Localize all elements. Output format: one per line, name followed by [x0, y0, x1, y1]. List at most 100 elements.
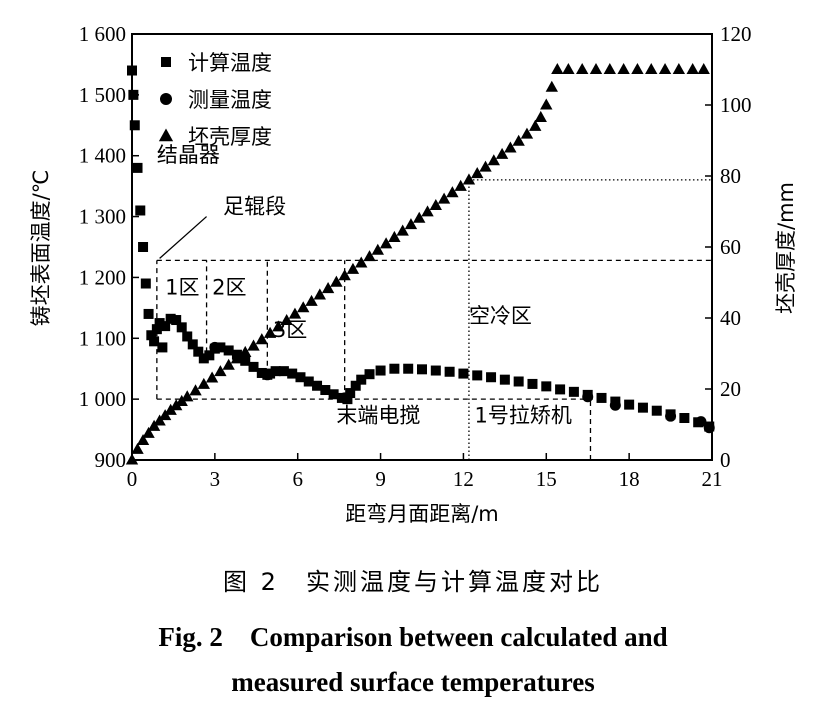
shell-thickness-point: [363, 250, 376, 262]
calculated-temperature-point: [444, 366, 455, 377]
calculated-temperature-point: [389, 363, 400, 374]
measured-temperature-point: [609, 399, 621, 411]
calculated-temperature-point: [375, 365, 386, 376]
shell-thickness-point: [495, 147, 509, 159]
calculated-temperature-point: [350, 380, 361, 391]
calculated-temperature-point: [472, 370, 483, 381]
annotation-label: 2区: [212, 275, 246, 299]
y-right-tick-label: 60: [720, 235, 741, 259]
shell-thickness-point: [545, 80, 558, 92]
x-tick-label: 12: [453, 467, 474, 491]
legend-label: 计算温度: [188, 51, 272, 75]
calculated-temperature-point: [328, 389, 339, 400]
measured-temperature-point: [703, 422, 715, 434]
calculated-temperature-point: [417, 364, 427, 375]
y-axis-label-left: 铸坯表面温度/℃: [29, 170, 53, 327]
shell-thickness-point: [487, 154, 500, 166]
calculated-temperature-point: [356, 374, 367, 385]
annotation-label: 足辊段: [223, 195, 286, 219]
shell-thickness-point: [371, 243, 384, 255]
calculated-temperature-point: [127, 65, 137, 76]
calculated-temperature-point: [187, 339, 198, 350]
shell-thickness-point: [479, 160, 492, 172]
calculated-temperature-point: [403, 363, 414, 374]
y-left-tick-label: 1 500: [79, 83, 126, 107]
x-tick-label: 9: [375, 467, 386, 491]
calculated-temperature-point: [624, 399, 635, 410]
series-shell-thickness: [125, 63, 710, 465]
shell-thickness-point: [603, 63, 616, 75]
shell-thickness-point: [551, 63, 564, 75]
calculated-temperature-point: [568, 386, 579, 397]
annotation-label: 空冷区: [469, 304, 532, 328]
legend-label: 测量温度: [188, 88, 272, 112]
calculated-temperature-point: [193, 346, 204, 357]
figure-caption-english-line2: measured surface temperatures: [231, 667, 595, 697]
shell-thickness-point: [617, 63, 630, 75]
shell-thickness-point: [255, 333, 268, 345]
x-tick-label: 15: [536, 467, 557, 491]
calculated-temperature-point: [555, 384, 566, 395]
calculated-temperature-point: [345, 388, 356, 399]
shell-thickness-point: [305, 294, 318, 306]
shell-thickness-point: [589, 63, 603, 75]
calculated-temperature-point: [171, 315, 182, 326]
calculated-temperature-point: [154, 318, 165, 329]
calculated-temperature-point: [182, 331, 193, 342]
shell-thickness-point: [131, 442, 144, 454]
calculated-temperature-point: [138, 242, 149, 252]
shell-thickness-point: [239, 345, 252, 357]
y-right-tick-label: 0: [720, 448, 731, 472]
shell-thickness-point: [504, 141, 517, 153]
figure-caption-english-line1: Fig. 2 Comparison between calculated and: [158, 622, 668, 652]
shell-thickness-point: [313, 288, 326, 300]
y-left-tick-label: 1 600: [79, 22, 126, 46]
shell-thickness-point: [697, 63, 710, 75]
annotation-label: 1号拉矫机: [474, 403, 571, 427]
shell-thickness-point: [576, 63, 589, 75]
calculated-temperature-point: [240, 355, 251, 366]
measured-temperature-point: [695, 416, 707, 428]
calculated-temperature-point: [157, 342, 168, 353]
calculated-temperature-point: [364, 369, 375, 380]
shell-thickness-point: [631, 63, 644, 75]
shell-thickness-point: [413, 211, 426, 223]
calculated-temperature-point: [270, 366, 281, 377]
legend-triangle-marker: [158, 128, 174, 142]
calculated-temperature-point: [596, 392, 607, 403]
shell-thickness-point: [222, 358, 235, 370]
shell-thickness-point: [471, 167, 484, 179]
x-axis-label: 距弯月面距离/m: [345, 502, 499, 526]
calculated-temperature-point: [256, 367, 267, 378]
measured-temperature-point: [582, 391, 594, 403]
measured-temperature-point: [339, 392, 351, 404]
shell-thickness-point: [686, 63, 699, 75]
calculated-temperature-point: [135, 205, 146, 216]
shell-thickness-point: [181, 390, 194, 402]
calculated-temperature-point: [679, 413, 690, 424]
y-left-tick-label: 1 400: [79, 144, 126, 168]
shell-thickness-point: [297, 301, 310, 313]
calculated-temperature-point: [160, 321, 171, 332]
shell-thickness-point: [272, 320, 285, 332]
calculated-temperature-point: [231, 349, 242, 360]
calculated-temperature-point: [527, 378, 538, 389]
calculated-temperature-point: [430, 365, 441, 376]
calculated-temperature-point: [140, 278, 151, 289]
annotation-label: 1区: [165, 275, 199, 299]
y-right-tick-label: 40: [720, 306, 741, 330]
calculated-temperature-point: [651, 405, 662, 416]
axis-ticks: 0 3 6 9 12 15 18 21 900 1 000 1 100 1 200 1 300 1 400…: [79, 22, 752, 491]
series-calculated-temperature: [127, 65, 715, 432]
shell-thickness-point: [454, 179, 467, 191]
figure-caption-chinese: 图 2 实测温度与计算温度对比: [223, 568, 603, 596]
x-tick-label: 18: [619, 467, 640, 491]
legend-label: 坯壳厚度: [188, 125, 272, 149]
legend-square-marker: [161, 57, 171, 67]
calculated-temperature-point: [129, 120, 140, 131]
x-tick-label: 0: [127, 467, 138, 491]
measured-temperature-point: [665, 410, 677, 422]
y-left-tick-label: 1 100: [79, 326, 126, 350]
shell-thickness-point: [214, 365, 227, 377]
